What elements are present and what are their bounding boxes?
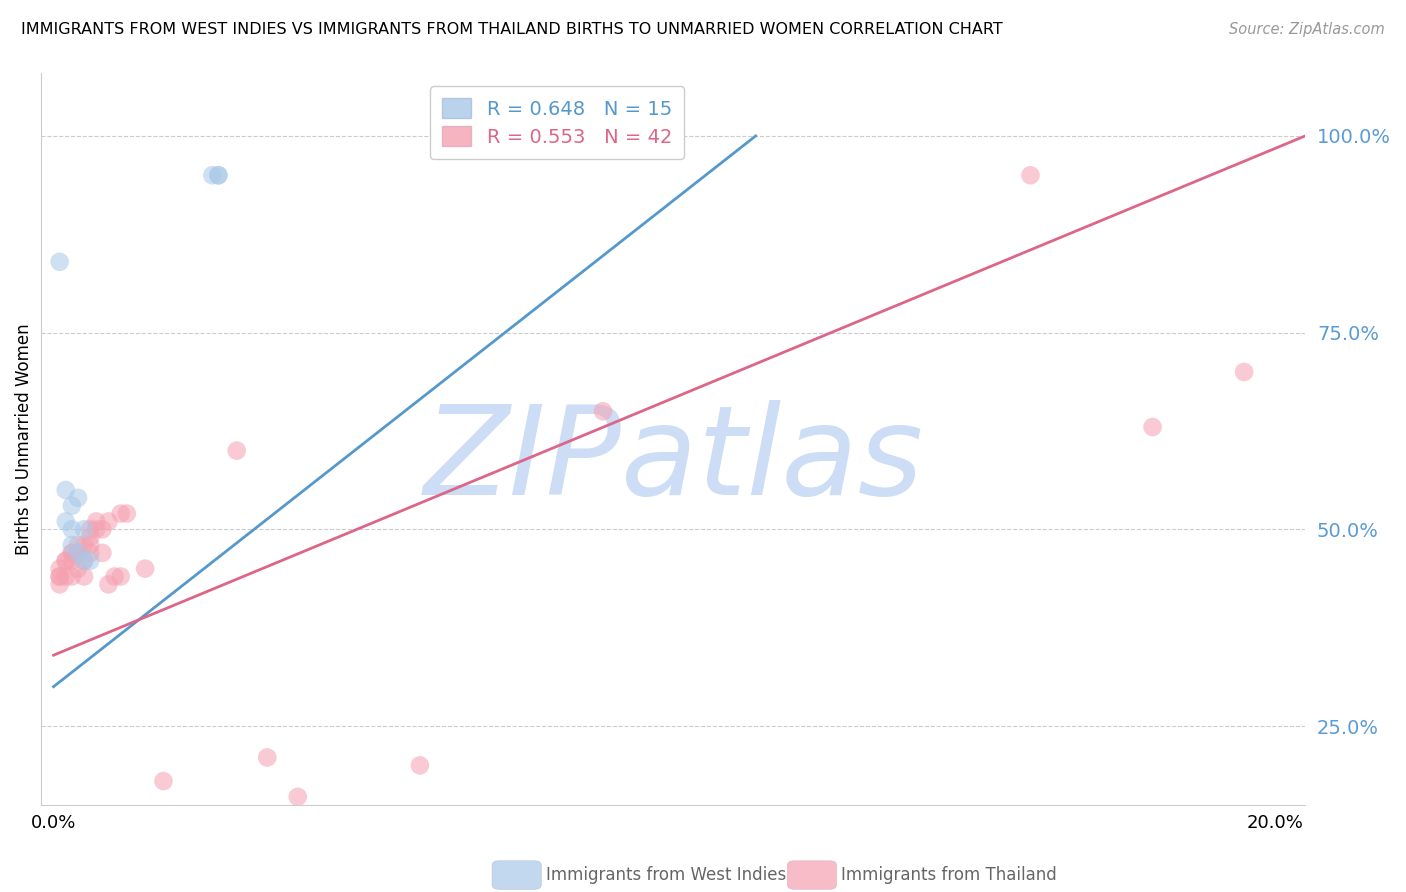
Point [73, 554, 96, 568]
Point [66, 491, 89, 505]
Point [66, 546, 89, 560]
Point [1019, 168, 1042, 182]
Text: ZIPatlas: ZIPatlas [423, 401, 924, 521]
Point [73, 569, 96, 583]
Point [84, 522, 107, 536]
Point [60, 538, 83, 552]
Point [60, 569, 83, 583]
Point [73, 554, 96, 568]
Point [60, 546, 83, 560]
Point [1233, 365, 1256, 379]
Point [48, 569, 70, 583]
Point [91, 522, 114, 536]
Point [73, 522, 96, 536]
Point [97, 515, 120, 529]
Y-axis label: Births to Unmarried Women: Births to Unmarried Women [15, 323, 32, 555]
Point [66, 561, 89, 575]
Point [104, 569, 127, 583]
Point [207, 168, 229, 182]
Point [409, 758, 432, 772]
Point [48, 577, 70, 591]
Point [48, 255, 70, 269]
Point [66, 538, 89, 552]
Legend: R = 0.648   N = 15, R = 0.553   N = 42: R = 0.648 N = 15, R = 0.553 N = 42 [430, 87, 683, 159]
Point [165, 814, 187, 828]
Point [55, 569, 77, 583]
Point [195, 822, 218, 836]
Point [79, 554, 101, 568]
Point [55, 554, 77, 568]
Point [592, 404, 614, 418]
Point [48, 569, 70, 583]
Text: Source: ZipAtlas.com: Source: ZipAtlas.com [1229, 22, 1385, 37]
Point [79, 522, 101, 536]
Point [60, 554, 83, 568]
Point [110, 507, 132, 521]
Point [79, 530, 101, 544]
Point [134, 561, 156, 575]
Text: Immigrants from Thailand: Immigrants from Thailand [841, 866, 1056, 884]
Point [115, 507, 138, 521]
Point [66, 546, 89, 560]
Point [97, 577, 120, 591]
Point [60, 522, 83, 536]
Point [84, 515, 107, 529]
Point [60, 499, 83, 513]
Point [79, 538, 101, 552]
Point [1142, 420, 1164, 434]
Point [79, 546, 101, 560]
Point [60, 546, 83, 560]
Text: IMMIGRANTS FROM WEST INDIES VS IMMIGRANTS FROM THAILAND BIRTHS TO UNMARRIED WOME: IMMIGRANTS FROM WEST INDIES VS IMMIGRANT… [21, 22, 1002, 37]
Point [91, 546, 114, 560]
Point [225, 443, 247, 458]
Point [201, 168, 224, 182]
Text: Immigrants from West Indies: Immigrants from West Indies [546, 866, 786, 884]
Point [110, 569, 132, 583]
Point [73, 538, 96, 552]
Point [256, 750, 278, 764]
Point [287, 789, 309, 804]
Point [55, 515, 77, 529]
Point [207, 168, 229, 182]
Point [55, 483, 77, 497]
Point [55, 554, 77, 568]
Point [48, 561, 70, 575]
Point [152, 774, 174, 789]
